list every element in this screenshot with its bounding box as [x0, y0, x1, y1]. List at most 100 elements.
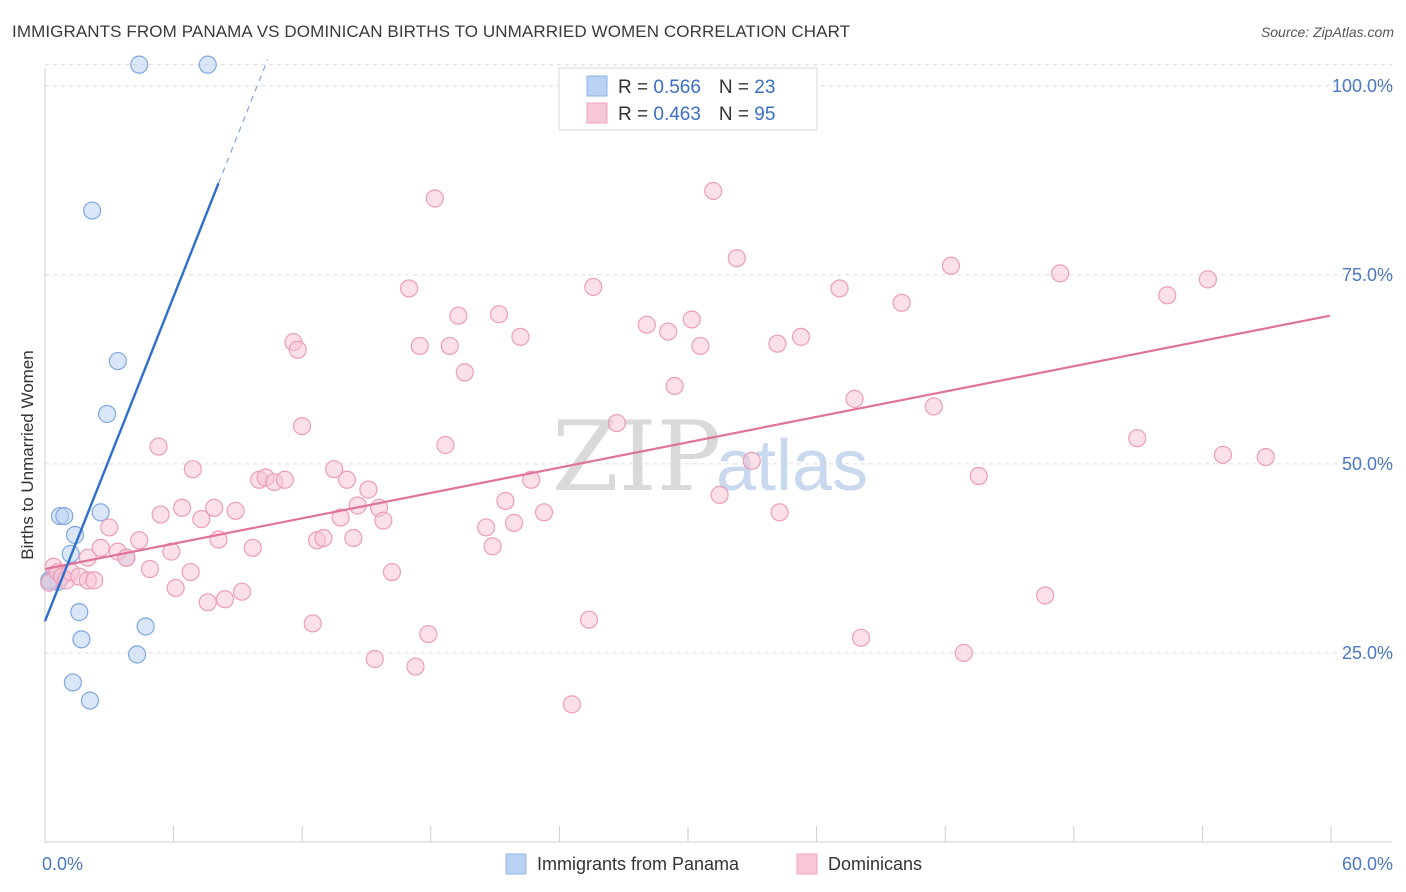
point-dominicans-24 — [198, 593, 217, 612]
bottom-legend-swatch-dominicans — [796, 853, 818, 875]
point-dominicans-62 — [489, 305, 509, 324]
point-dominicans-72 — [659, 322, 678, 341]
point-dominicans-42 — [331, 508, 350, 527]
x-tick-label-min: 0.0% — [42, 854, 83, 874]
point-dominicans-44 — [344, 528, 363, 548]
point-dominicans-83 — [830, 279, 849, 298]
point-dominicans-94 — [1213, 445, 1233, 464]
point-dominicans-66 — [534, 503, 554, 522]
point-dominicans-22 — [183, 460, 202, 479]
point-dominicans-50 — [382, 562, 402, 582]
point-dominicans-96 — [1256, 447, 1275, 467]
trend-line-panama-extension — [217, 59, 269, 184]
point-dominicans-28 — [226, 501, 245, 520]
point-dominicans-51 — [399, 279, 419, 298]
y-tick-label-50: 50.0% — [1342, 454, 1393, 474]
point-dominicans-54 — [419, 624, 438, 644]
point-dominicans-78 — [727, 249, 746, 268]
point-dominicans-60 — [477, 518, 496, 537]
point-panama-0 — [130, 55, 149, 74]
point-dominicans-61 — [483, 537, 502, 556]
point-dominicans-16 — [149, 437, 168, 456]
point-dominicans-65 — [522, 470, 541, 489]
point-dominicans-43 — [337, 470, 357, 489]
point-dominicans-19 — [166, 578, 185, 598]
bottom-legend: Immigrants from Panama Dominicans — [505, 853, 922, 875]
trend-line-panama — [43, 182, 220, 622]
point-dominicans-27 — [215, 590, 234, 609]
point-dominicans-77 — [710, 485, 729, 505]
point-dominicans-55 — [425, 189, 444, 208]
point-dominicans-74 — [682, 310, 701, 329]
chart-title: IMMIGRANTS FROM PANAMA VS DOMINICAN BIRT… — [12, 22, 851, 41]
y-axis-label: Births to Unmarried Women — [18, 350, 37, 559]
point-dominicans-53 — [410, 336, 429, 356]
trend-lines — [43, 59, 1331, 622]
point-dominicans-8 — [85, 571, 104, 590]
legend-row-dominicans: R = 0.463 N = 95 — [618, 104, 775, 125]
y-tick-labels: 25.0% 50.0% 75.0% 100.0% — [1332, 76, 1393, 663]
point-dominicans-23 — [192, 510, 211, 529]
point-panama-21 — [63, 673, 82, 692]
point-dominicans-82 — [791, 327, 811, 346]
point-dominicans-41 — [325, 460, 344, 479]
point-dominicans-84 — [845, 389, 864, 408]
point-dominicans-93 — [1128, 429, 1147, 448]
source-label: Source: ZipAtlas.com — [1260, 24, 1394, 40]
point-dominicans-64 — [511, 327, 530, 346]
point-dominicans-88 — [941, 256, 961, 275]
data-points — [40, 55, 1275, 714]
point-panama-22 — [80, 691, 100, 710]
series-panama — [40, 55, 217, 710]
point-panama-4 — [98, 404, 117, 424]
point-dominicans-58 — [449, 306, 468, 325]
axes — [44, 68, 1392, 843]
grid-lines — [45, 64, 1392, 654]
point-panama-6 — [55, 506, 74, 526]
bottom-legend-swatch-panama — [505, 853, 527, 875]
watermark-atlas: atlas — [716, 426, 868, 506]
point-dominicans-36 — [288, 340, 307, 359]
point-dominicans-11 — [100, 518, 119, 537]
point-dominicans-21 — [181, 562, 200, 582]
point-dominicans-97 — [1158, 286, 1177, 305]
point-dominicans-75 — [691, 336, 710, 356]
legend-swatch-dominicans — [586, 102, 608, 124]
point-dominicans-34 — [275, 470, 294, 489]
point-dominicans-46 — [359, 480, 378, 499]
point-dominicans-91 — [1036, 586, 1055, 605]
point-dominicans-15 — [140, 559, 160, 579]
point-panama-7 — [91, 503, 110, 522]
point-dominicans-56 — [436, 435, 455, 455]
point-dominicans-67 — [562, 695, 581, 714]
point-dominicans-87 — [924, 397, 943, 416]
bottom-legend-label-panama: Immigrants from Panama — [537, 854, 740, 874]
point-dominicans-95 — [1198, 270, 1218, 289]
point-dominicans-25 — [205, 498, 224, 517]
point-panama-1 — [198, 55, 217, 74]
point-dominicans-29 — [232, 582, 252, 601]
y-tick-label-75: 75.0% — [1342, 265, 1393, 285]
point-dominicans-14 — [130, 531, 149, 550]
point-dominicans-17 — [151, 505, 170, 524]
point-dominicans-80 — [768, 334, 787, 353]
point-dominicans-76 — [704, 181, 723, 201]
point-dominicans-57 — [440, 336, 459, 356]
series-dominicans — [40, 181, 1275, 714]
point-panama-20 — [127, 645, 147, 664]
point-dominicans-68 — [579, 610, 599, 629]
point-dominicans-49 — [374, 511, 393, 530]
point-dominicans-85 — [851, 628, 871, 647]
point-dominicans-81 — [770, 503, 789, 522]
point-dominicans-98 — [504, 513, 524, 532]
watermark-zip: ZIP — [552, 401, 721, 513]
point-dominicans-69 — [584, 277, 603, 297]
point-panama-2 — [83, 201, 102, 220]
legend-swatch-panama — [586, 75, 608, 97]
point-dominicans-52 — [406, 657, 425, 676]
legend-row-panama: R = 0.566 N = 23 — [618, 77, 775, 98]
x-tick-label-max: 60.0% — [1342, 854, 1393, 874]
point-dominicans-71 — [637, 315, 656, 334]
trend-line-dominicans — [44, 314, 1331, 571]
